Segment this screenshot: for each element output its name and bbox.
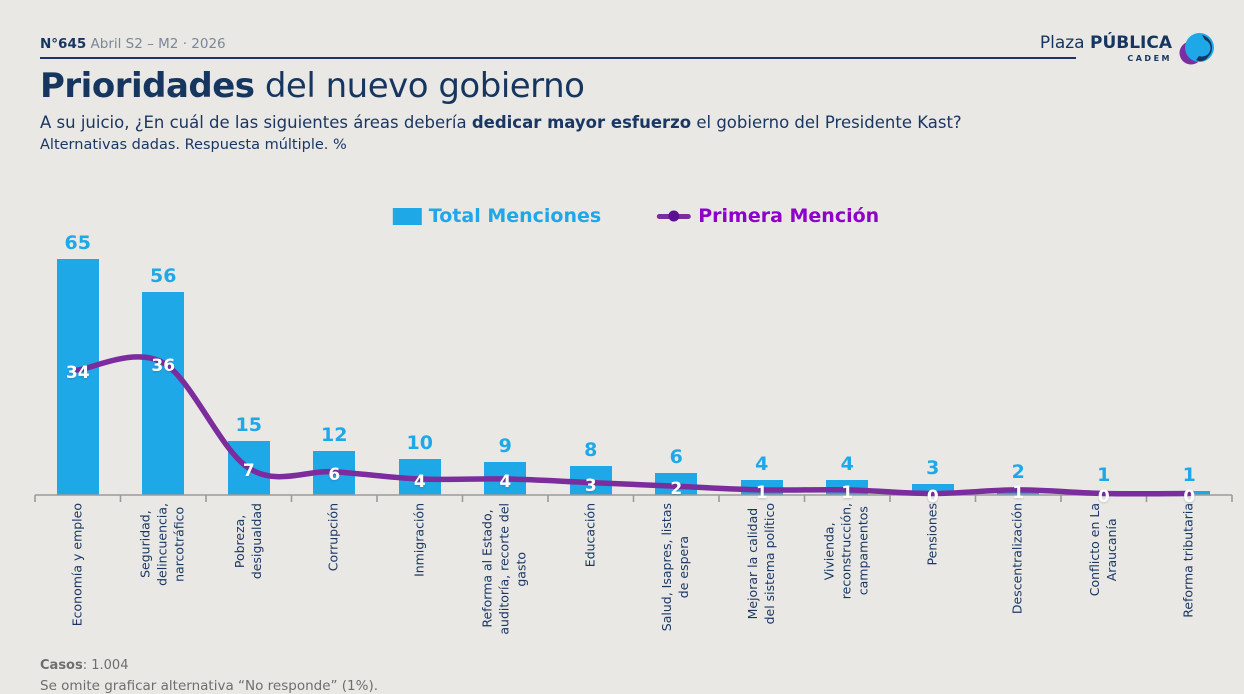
bar-value-label: 8 [584,438,598,461]
bar-value-label: 9 [498,435,512,458]
line-value-label: 36 [151,355,176,376]
question-pre: A su juicio, ¿En cuál de las siguientes … [40,113,472,132]
line-value-label: 0 [1183,486,1196,507]
cadem-logo-icon [1179,33,1214,66]
bar-swatch-icon [392,207,422,225]
legend-label-primera: Primera Mención [698,205,880,227]
bar-1 [142,291,185,495]
issue-number: N°645 [40,36,87,52]
bar-value-label: 4 [840,453,854,476]
legend-item-total-menciones: Total Menciones [392,205,602,227]
line-value-label: 6 [328,464,341,485]
header-divider [40,57,1076,59]
issue-line: N°645 Abril S2 – M2 · 2026 [40,36,226,52]
logo-plaza: Plaza [1039,33,1090,53]
line-value-label: 4 [499,471,512,492]
line-value-label: 3 [584,475,597,496]
cases-value: : 1.004 [82,658,129,673]
line-value-label: 1 [755,482,768,503]
page-title-rest: del nuevo gobierno [254,66,585,106]
bar-value-label: 65 [64,232,91,254]
line-value-label: 2 [670,479,683,500]
bar-value-label: 1 [1097,464,1111,487]
logo-cadem: CADEM [1127,54,1172,63]
bar-value-label: 12 [321,424,348,447]
bar-value-label: 6 [669,446,683,469]
primera-mencion-line [75,354,1192,497]
chart-legend: Total Menciones Primera Mención [392,205,879,227]
bar-value-label: 10 [406,431,433,454]
plaza-publica-cadem-logo: Plaza PÚBLICA CADEM [1040,30,1216,68]
omit-note: Se omite graficar alternativa “No respon… [40,678,379,694]
line-swatch-icon [657,210,692,222]
page-title: Prioridades del nuevo gobierno [40,66,585,106]
line-value-label: 34 [65,363,90,384]
bar-value-label: 2 [1011,460,1025,483]
x-axis [34,494,1233,502]
line-value-label: 0 [1097,486,1110,507]
page-title-bold: Prioridades [40,66,255,106]
line-value-label: 4 [413,471,426,492]
cases-label: Casos [40,658,83,673]
methodology-note: Alternativas dadas. Respuesta múltiple. … [40,137,347,153]
bar-value-label: 3 [926,457,940,480]
bar-value-label: 15 [235,413,262,436]
bar-10 [911,484,954,495]
logo-text: Plaza PÚBLICA CADEM [1040,35,1172,63]
line-value-label: 1 [841,482,854,503]
line-value-label: 1 [1012,482,1025,503]
question-emphasis: dedicar mayor esfuerzo [471,113,692,132]
line-value-label: 7 [242,461,255,482]
cases-note: Casos: 1.004 [40,658,128,673]
legend-label-total: Total Menciones [428,205,602,227]
legend-item-primera-mencion: Primera Mención [657,205,879,227]
bar-value-label: 1 [1182,464,1196,487]
bar-value-label: 4 [755,453,769,476]
logo-publica: PÚBLICA [1089,33,1172,53]
issue-date: Abril S2 – M2 · 2026 [86,36,226,52]
question-text: A su juicio, ¿En cuál de las siguientes … [40,113,962,132]
bar-0 [56,259,99,495]
bar-value-label: 56 [150,264,177,287]
question-post: el gobierno del Presidente Kast? [691,113,962,132]
line-value-label: 0 [926,486,939,507]
line-dot-icon [668,210,680,222]
